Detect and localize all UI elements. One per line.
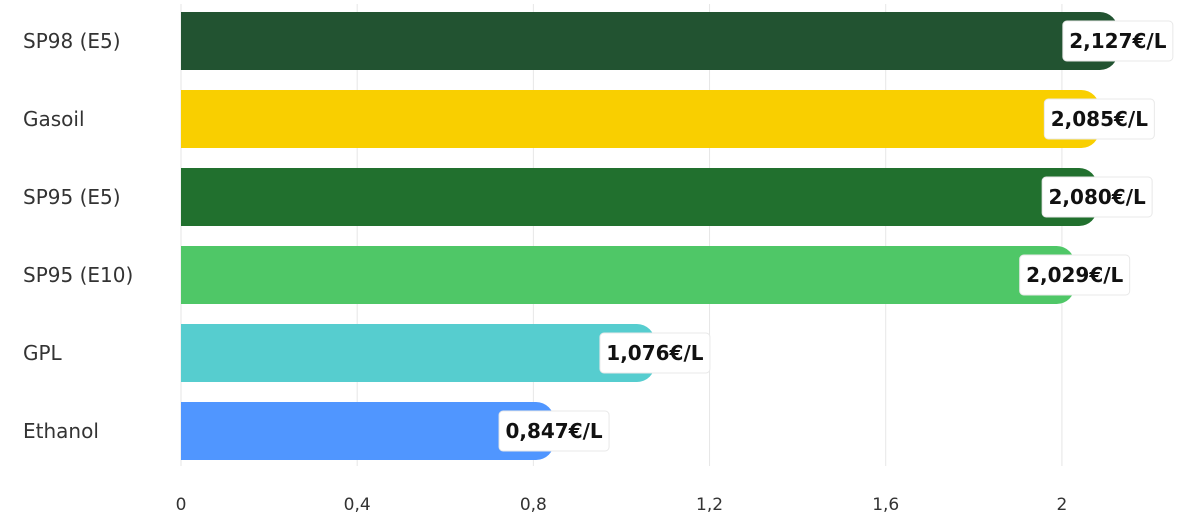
value-label-text: 0,847€/L [505, 419, 602, 443]
bar [181, 90, 1100, 148]
value-label-text: 2,085€/L [1051, 107, 1148, 131]
value-label-box [498, 410, 610, 452]
category-label: Ethanol [23, 419, 99, 443]
x-tick-label: 2 [1056, 495, 1067, 515]
value-label-box [599, 332, 711, 374]
bar [181, 402, 555, 460]
x-tick-label: 1,2 [696, 495, 723, 515]
x-axis-tick-labels: 0 0,4 0,8 1,2 1,6 2 [176, 495, 1068, 515]
grid-lines [180, 4, 1063, 466]
value-label-box [1019, 254, 1131, 296]
bar [181, 168, 1098, 226]
value-label-box [1062, 20, 1174, 62]
value-label-text: 2,080€/L [1049, 185, 1146, 209]
x-tick-label: 0,4 [344, 495, 371, 515]
x-tick-label: 0 [176, 495, 187, 515]
category-labels: SP98 (E5) Gasoil SP95 (E5) SP95 (E10) GPL Eth… [23, 29, 133, 443]
category-label: GPL [23, 341, 63, 365]
bars [181, 12, 1118, 460]
value-label: 2,029€/L [1019, 254, 1131, 296]
x-tick-label: 1,6 [872, 495, 899, 515]
bar [181, 324, 655, 382]
value-label-text: 2,029€/L [1026, 263, 1123, 287]
value-label: 1,076€/L [599, 332, 711, 374]
value-label-text: 2,127€/L [1069, 29, 1166, 53]
category-label: SP95 (E5) [23, 185, 121, 209]
x-tick-label: 0,8 [520, 495, 547, 515]
value-label-text: 1,076€/L [606, 341, 703, 365]
value-label-box [1043, 98, 1155, 140]
value-label-box [1041, 176, 1153, 218]
value-label: 2,085€/L [1043, 98, 1155, 140]
value-label: 2,127€/L [1062, 20, 1174, 62]
value-label: 0,847€/L [498, 410, 610, 452]
category-label: SP95 (E10) [23, 263, 133, 287]
value-label: 2,080€/L [1041, 176, 1153, 218]
category-label: Gasoil [23, 107, 85, 131]
category-label: SP98 (E5) [23, 29, 121, 53]
bar [181, 246, 1075, 304]
bar [181, 12, 1118, 70]
value-labels: 2,127€/L 2,085€/L 2,080€/L 2,029€/L 1,076€/L… [498, 20, 1174, 452]
